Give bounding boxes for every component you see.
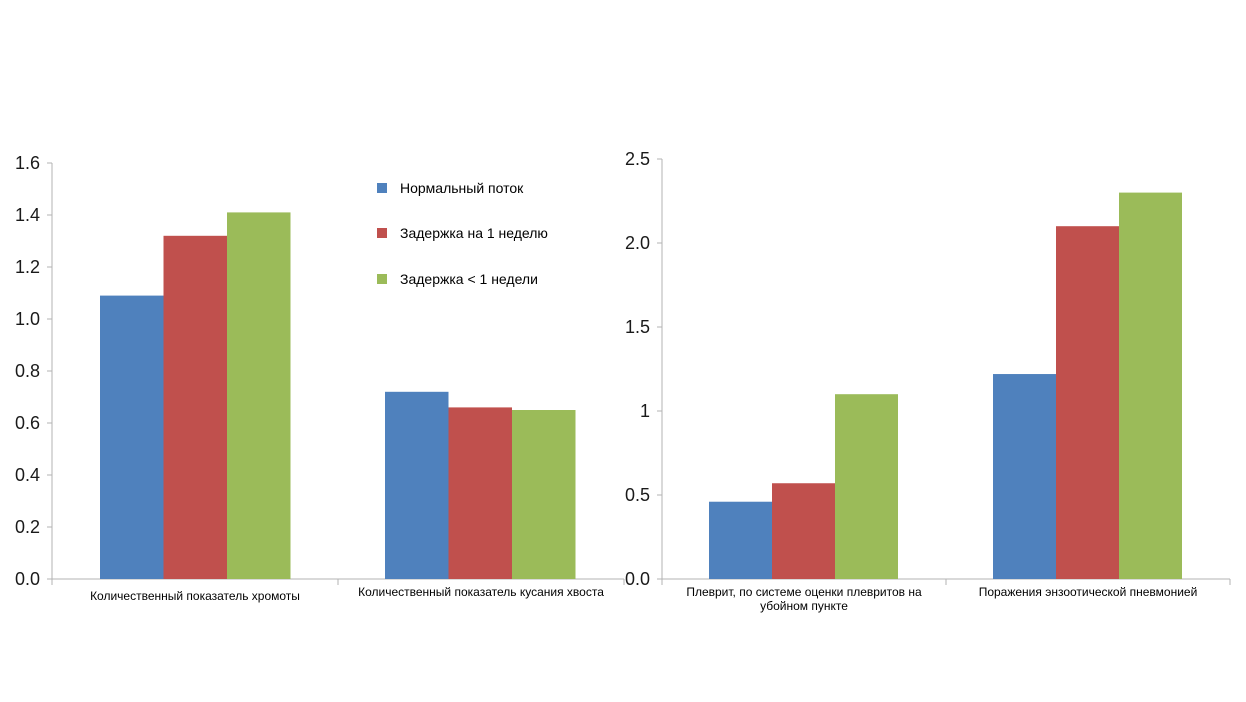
x-category-label: Плеврит, по системе оценки плевритов на у… bbox=[686, 585, 922, 613]
legend-label: Нормальный поток bbox=[400, 180, 524, 196]
bar bbox=[385, 391, 449, 579]
x-category-label: Количественный показатель хромоты bbox=[90, 589, 300, 603]
bar bbox=[772, 483, 835, 579]
bar bbox=[993, 374, 1056, 579]
x-category-label: Поражения энзоотической пневмонией bbox=[979, 585, 1198, 599]
y-tick-label: 0.5 bbox=[625, 485, 650, 505]
bar bbox=[512, 410, 576, 579]
y-tick-label: 1 bbox=[640, 401, 650, 421]
x-category-label: Количественный показатель кусания хвоста bbox=[358, 585, 604, 599]
bar bbox=[835, 394, 898, 579]
y-tick-label: 0.0 bbox=[625, 569, 650, 589]
legend-swatch bbox=[377, 274, 387, 284]
y-tick-label: 2.0 bbox=[625, 233, 650, 253]
bar bbox=[100, 295, 164, 579]
y-tick-label: 1.0 bbox=[15, 309, 40, 329]
bar bbox=[448, 407, 512, 579]
y-tick-label: 1.2 bbox=[15, 257, 40, 277]
y-tick-label: 0.2 bbox=[15, 517, 40, 537]
y-tick-label: 2.5 bbox=[625, 149, 650, 169]
y-tick-label: 0.4 bbox=[15, 465, 40, 485]
y-tick-label: 1.5 bbox=[625, 317, 650, 337]
y-tick-label: 0.8 bbox=[15, 361, 40, 381]
bar bbox=[1056, 226, 1119, 579]
y-tick-label: 0.0 bbox=[15, 569, 40, 589]
y-tick-label: 0.6 bbox=[15, 413, 40, 433]
legend-label: Задержка < 1 недели bbox=[400, 271, 538, 287]
legend-label: Задержка на 1 неделю bbox=[400, 225, 548, 241]
bar bbox=[227, 212, 291, 579]
chart-left: 0.0 0.2 0.4 0.6 0.8 1.0 1.2 1.4 1.6 Количественны… bbox=[15, 153, 625, 603]
y-tick-label: 1.4 bbox=[15, 205, 40, 225]
bar bbox=[1119, 192, 1182, 579]
legend-swatch bbox=[377, 228, 387, 238]
y-tick-label: 1.6 bbox=[15, 153, 40, 173]
bar bbox=[163, 235, 227, 580]
legend-swatch bbox=[377, 183, 387, 193]
bar bbox=[709, 501, 772, 579]
chart-right: 0.0 0.5 1 1.5 2.0 2.5 Плеврит, по системе оцен… bbox=[625, 149, 1231, 613]
